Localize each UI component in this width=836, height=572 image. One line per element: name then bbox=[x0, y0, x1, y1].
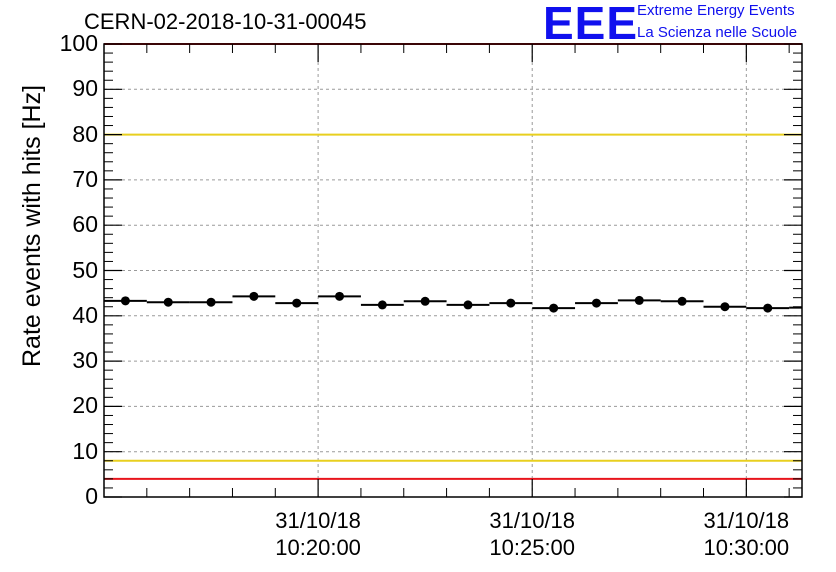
brand-line-1: Extreme Energy Events bbox=[637, 2, 795, 19]
data-point bbox=[292, 298, 302, 308]
y-tick-label: 60 bbox=[72, 211, 98, 238]
data-point bbox=[591, 298, 601, 308]
data-point bbox=[463, 300, 473, 310]
x-tick-label: 31/10/18 10:30:00 bbox=[676, 507, 816, 561]
y-axis-label: Rate events with hits [Hz] bbox=[18, 84, 46, 367]
data-point bbox=[163, 297, 173, 307]
y-tick-label: 30 bbox=[72, 347, 98, 374]
y-tick-label: 50 bbox=[72, 256, 98, 283]
data-point bbox=[377, 300, 387, 310]
axis-ticks bbox=[104, 43, 802, 498]
x-tick-time: 10:25:00 bbox=[489, 535, 576, 560]
y-tick-label: 40 bbox=[72, 301, 98, 328]
data-point bbox=[335, 291, 345, 301]
y-tick-label: 100 bbox=[59, 30, 98, 56]
x-tick-label: 31/10/18 10:25:00 bbox=[462, 507, 602, 561]
data-point bbox=[634, 295, 644, 305]
x-tick-time: 10:20:00 bbox=[275, 535, 361, 560]
grid-layer bbox=[104, 44, 802, 497]
eee-logo: EEE bbox=[543, 0, 639, 49]
reference-lines bbox=[104, 43, 802, 480]
data-point bbox=[763, 303, 773, 313]
x-tick-date: 31/10/18 bbox=[275, 508, 361, 533]
data-point bbox=[549, 303, 559, 313]
y-tick-label: 20 bbox=[72, 392, 98, 419]
x-tick-label: 31/10/18 10:20:00 bbox=[248, 507, 388, 561]
y-tick-label: 0 bbox=[85, 483, 98, 509]
data-point bbox=[677, 296, 687, 306]
x-tick-time: 10:30:00 bbox=[703, 535, 790, 560]
y-tick-label: 90 bbox=[72, 75, 98, 102]
data-point bbox=[249, 291, 259, 301]
y-tick-label: 70 bbox=[72, 165, 98, 192]
x-tick-date: 31/10/18 bbox=[703, 508, 790, 533]
brand-line-2: La Scienza nelle Scuole bbox=[637, 24, 798, 41]
x-tick-date: 31/10/18 bbox=[489, 508, 576, 533]
y-tick-label: 10 bbox=[72, 437, 98, 464]
y-tick-label: 80 bbox=[72, 120, 98, 147]
data-point bbox=[120, 296, 130, 306]
data-point bbox=[206, 297, 216, 307]
data-point bbox=[506, 298, 516, 308]
data-point bbox=[420, 296, 430, 306]
data-point bbox=[720, 302, 730, 312]
data-series bbox=[104, 291, 802, 313]
run-title: CERN-02-2018-10-31-00045 bbox=[84, 9, 367, 34]
